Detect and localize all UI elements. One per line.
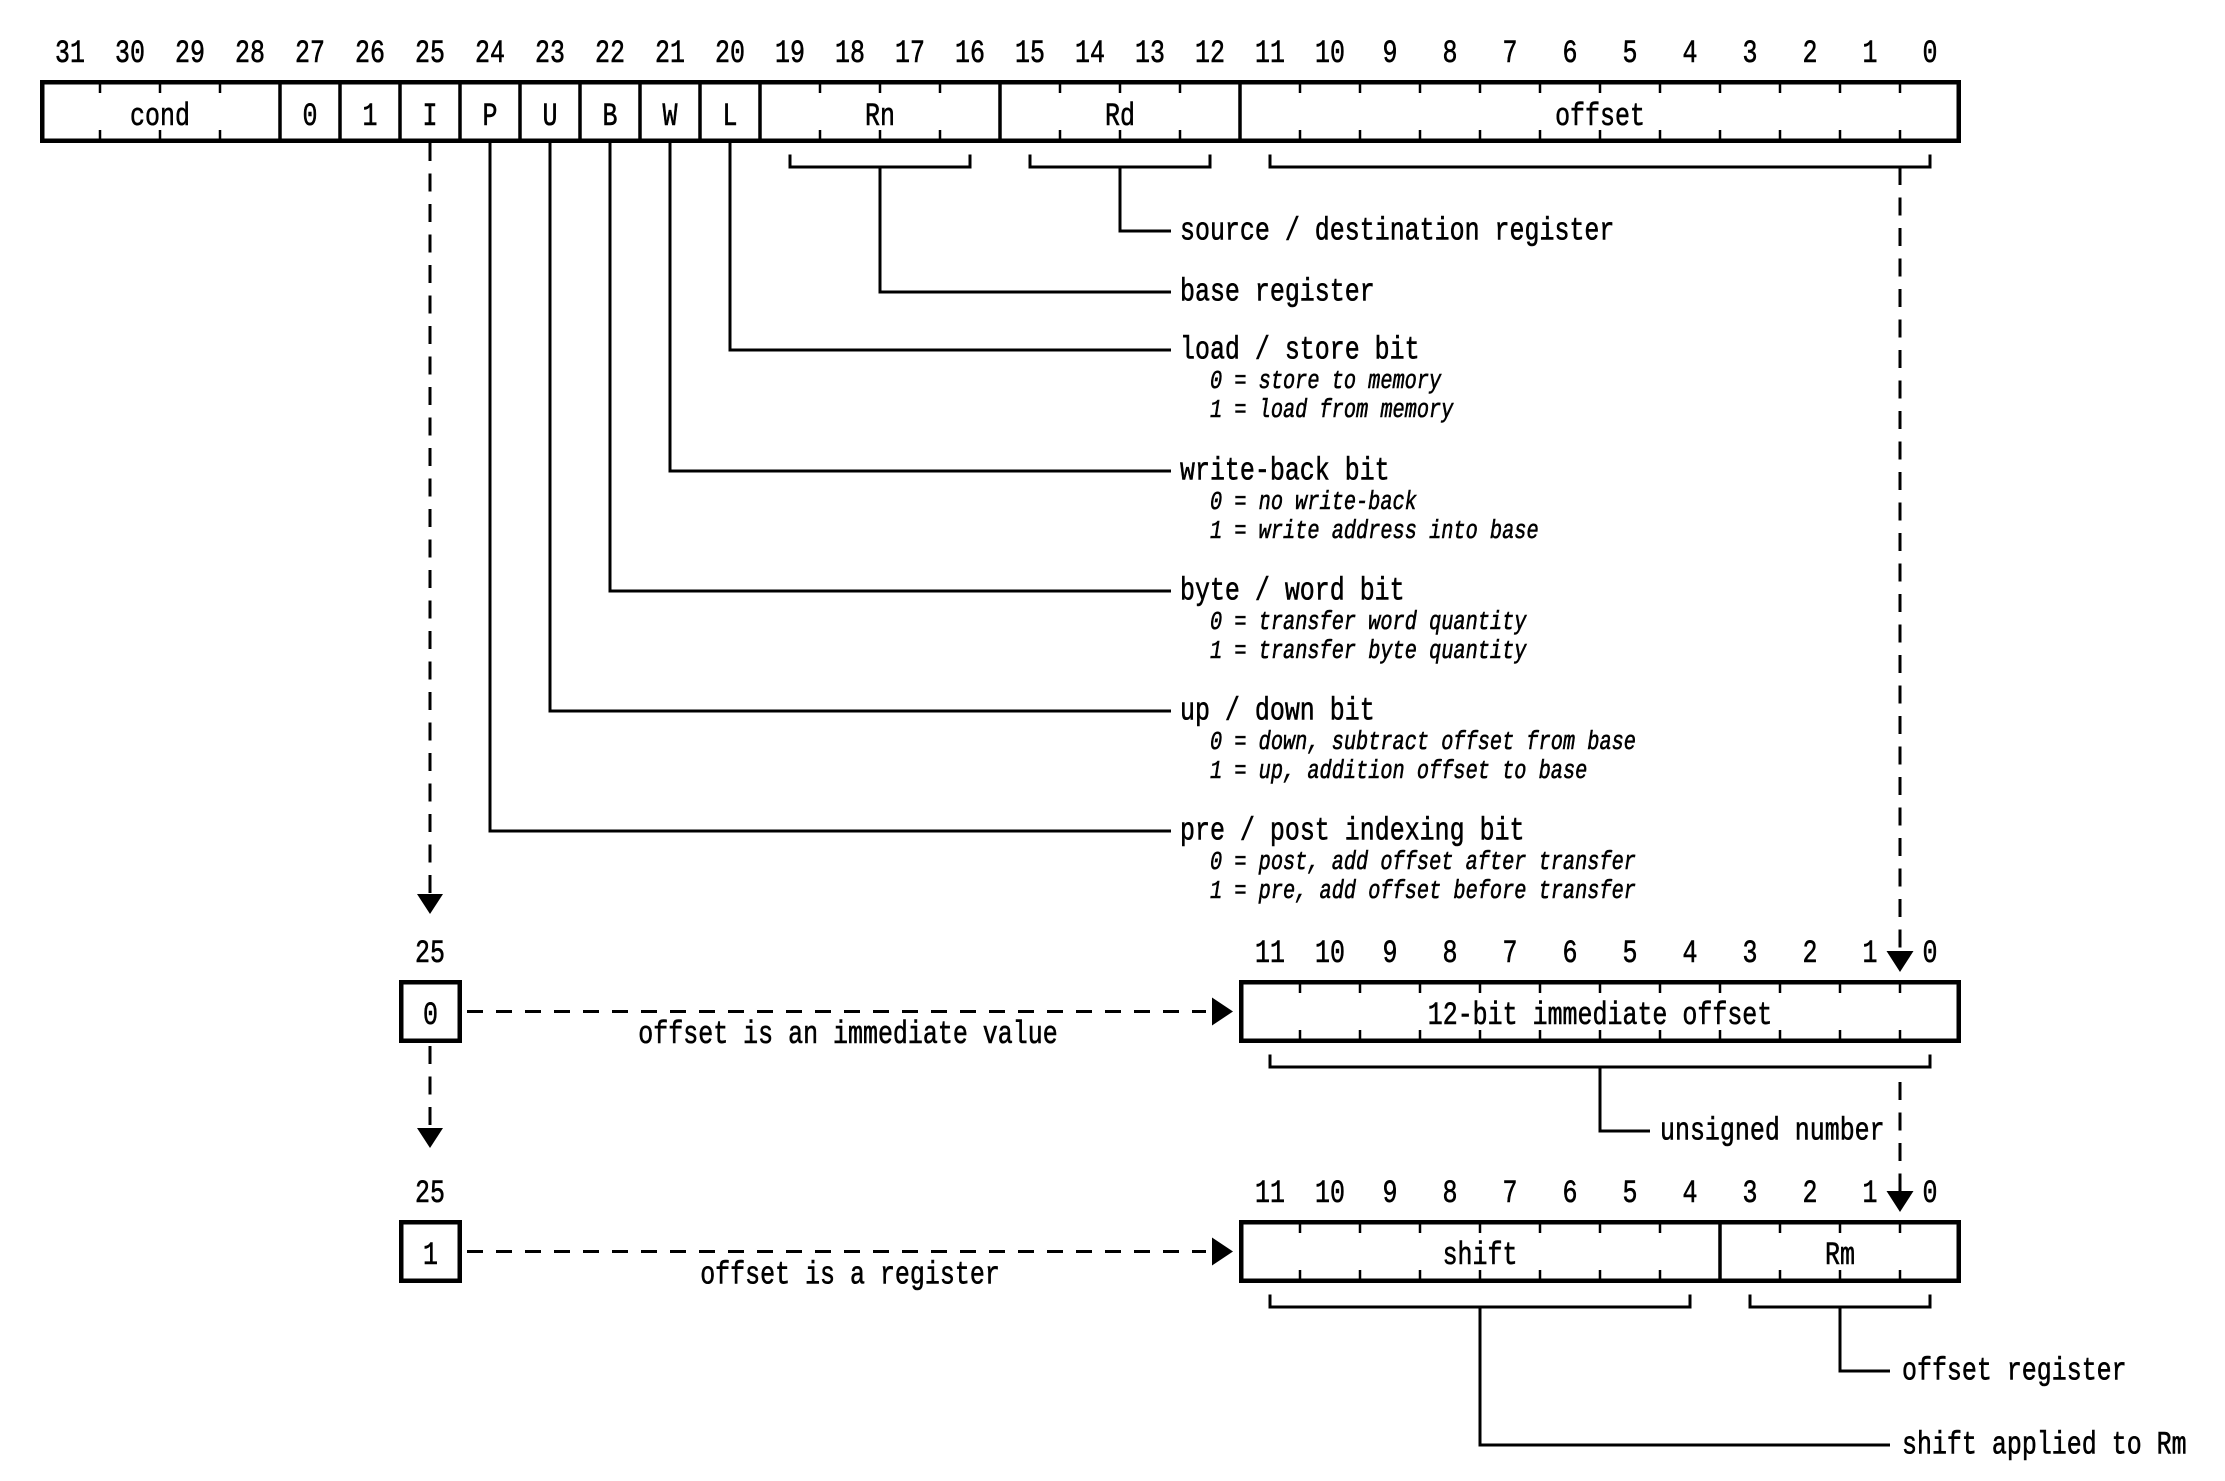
svg-text:3: 3 bbox=[1743, 1175, 1758, 1212]
svg-text:8: 8 bbox=[1443, 35, 1458, 72]
svg-text:27: 27 bbox=[295, 35, 325, 72]
svg-text:26: 26 bbox=[355, 35, 385, 72]
svg-text:2: 2 bbox=[1803, 1175, 1818, 1212]
svg-text:30: 30 bbox=[115, 35, 145, 72]
svg-text:21: 21 bbox=[655, 35, 685, 72]
svg-text:1 = load from memory: 1 = load from memory bbox=[1210, 396, 1454, 425]
svg-text:6: 6 bbox=[1563, 935, 1578, 972]
svg-text:1 = write address into base: 1 = write address into base bbox=[1210, 517, 1539, 546]
svg-text:29: 29 bbox=[175, 35, 205, 72]
svg-text:14: 14 bbox=[1075, 35, 1105, 72]
svg-text:5: 5 bbox=[1623, 1175, 1638, 1212]
svg-text:0: 0 bbox=[303, 98, 318, 135]
svg-text:offset is a register: offset is a register bbox=[700, 1257, 1000, 1294]
svg-text:6: 6 bbox=[1563, 1175, 1578, 1212]
svg-text:1: 1 bbox=[1863, 1175, 1878, 1212]
svg-text:28: 28 bbox=[235, 35, 265, 72]
svg-text:11: 11 bbox=[1255, 935, 1285, 972]
svg-text:load / store bit: load / store bit bbox=[1180, 332, 1420, 369]
svg-text:22: 22 bbox=[595, 35, 625, 72]
svg-text:1 = pre, add offset before tra: 1 = pre, add offset before transfer bbox=[1210, 877, 1636, 906]
svg-text:write-back bit: write-back bit bbox=[1180, 453, 1390, 490]
svg-text:8: 8 bbox=[1443, 935, 1458, 972]
svg-text:3: 3 bbox=[1743, 935, 1758, 972]
svg-text:9: 9 bbox=[1383, 935, 1398, 972]
svg-text:6: 6 bbox=[1563, 35, 1578, 72]
svg-text:U: U bbox=[543, 98, 558, 135]
svg-text:1 = transfer byte quantity: 1 = transfer byte quantity bbox=[1210, 637, 1527, 666]
svg-text:4: 4 bbox=[1683, 1175, 1698, 1212]
svg-text:25: 25 bbox=[415, 35, 445, 72]
svg-text:Rn: Rn bbox=[865, 98, 895, 135]
svg-text:18: 18 bbox=[835, 35, 865, 72]
svg-text:15: 15 bbox=[1015, 35, 1045, 72]
svg-text:2: 2 bbox=[1803, 935, 1818, 972]
svg-text:0 = store to memory: 0 = store to memory bbox=[1210, 367, 1442, 396]
svg-text:0 = no write-back: 0 = no write-back bbox=[1210, 488, 1417, 517]
svg-text:1: 1 bbox=[1863, 35, 1878, 72]
svg-text:19: 19 bbox=[775, 35, 805, 72]
svg-text:20: 20 bbox=[715, 35, 745, 72]
svg-text:12-bit immediate offset: 12-bit immediate offset bbox=[1428, 997, 1773, 1034]
svg-text:25: 25 bbox=[415, 1175, 445, 1212]
svg-text:4: 4 bbox=[1683, 35, 1698, 72]
svg-text:25: 25 bbox=[415, 935, 445, 972]
svg-text:23: 23 bbox=[535, 35, 565, 72]
svg-text:8: 8 bbox=[1443, 1175, 1458, 1212]
svg-text:1: 1 bbox=[1863, 935, 1878, 972]
svg-text:shift: shift bbox=[1443, 1237, 1518, 1274]
svg-text:L: L bbox=[723, 98, 738, 135]
svg-text:24: 24 bbox=[475, 35, 505, 72]
svg-text:cond: cond bbox=[130, 98, 190, 135]
svg-text:1: 1 bbox=[363, 98, 378, 135]
svg-text:up / down bit: up / down bit bbox=[1180, 693, 1375, 730]
svg-text:Rd: Rd bbox=[1105, 98, 1135, 135]
svg-text:0: 0 bbox=[1923, 35, 1938, 72]
svg-text:10: 10 bbox=[1315, 1175, 1345, 1212]
svg-text:9: 9 bbox=[1383, 1175, 1398, 1212]
svg-text:0: 0 bbox=[1923, 1175, 1938, 1212]
svg-text:0 = down, subtract offset from: 0 = down, subtract offset from base bbox=[1210, 728, 1636, 757]
svg-text:offset: offset bbox=[1555, 98, 1645, 135]
svg-text:7: 7 bbox=[1503, 935, 1518, 972]
svg-text:11: 11 bbox=[1255, 35, 1285, 72]
svg-text:17: 17 bbox=[895, 35, 925, 72]
svg-text:9: 9 bbox=[1383, 35, 1398, 72]
svg-text:pre / post indexing bit: pre / post indexing bit bbox=[1180, 813, 1525, 850]
svg-text:11: 11 bbox=[1255, 1175, 1285, 1212]
svg-text:byte / word bit: byte / word bit bbox=[1180, 573, 1405, 610]
svg-text:shift applied to Rm: shift applied to Rm bbox=[1902, 1427, 2187, 1464]
svg-text:unsigned number: unsigned number bbox=[1660, 1113, 1885, 1150]
svg-text:source / destination register: source / destination register bbox=[1180, 213, 1614, 250]
svg-text:10: 10 bbox=[1315, 35, 1345, 72]
svg-text:10: 10 bbox=[1315, 935, 1345, 972]
svg-text:31: 31 bbox=[55, 35, 85, 72]
svg-text:3: 3 bbox=[1743, 35, 1758, 72]
svg-text:4: 4 bbox=[1683, 935, 1698, 972]
svg-text:12: 12 bbox=[1195, 35, 1225, 72]
svg-text:0 = transfer word quantity: 0 = transfer word quantity bbox=[1210, 608, 1527, 637]
svg-text:2: 2 bbox=[1803, 35, 1818, 72]
svg-text:16: 16 bbox=[955, 35, 985, 72]
svg-text:offset register: offset register bbox=[1902, 1353, 2127, 1390]
svg-text:13: 13 bbox=[1135, 35, 1165, 72]
svg-text:0 = post, add offset after tra: 0 = post, add offset after transfer bbox=[1210, 848, 1636, 877]
svg-text:W: W bbox=[663, 98, 679, 135]
svg-text:5: 5 bbox=[1623, 935, 1638, 972]
svg-text:1: 1 bbox=[423, 1237, 438, 1274]
svg-text:I: I bbox=[423, 98, 438, 135]
svg-text:0: 0 bbox=[1923, 935, 1938, 972]
svg-text:7: 7 bbox=[1503, 35, 1518, 72]
svg-text:base register: base register bbox=[1180, 274, 1375, 311]
svg-text:5: 5 bbox=[1623, 35, 1638, 72]
svg-text:P: P bbox=[483, 98, 498, 135]
svg-text:offset is an immediate value: offset is an immediate value bbox=[638, 1016, 1057, 1053]
svg-text:7: 7 bbox=[1503, 1175, 1518, 1212]
svg-text:Rm: Rm bbox=[1825, 1237, 1855, 1274]
svg-text:1 = up, addition offset to bas: 1 = up, addition offset to base bbox=[1210, 757, 1587, 786]
svg-text:B: B bbox=[603, 98, 618, 135]
svg-text:0: 0 bbox=[423, 997, 438, 1034]
